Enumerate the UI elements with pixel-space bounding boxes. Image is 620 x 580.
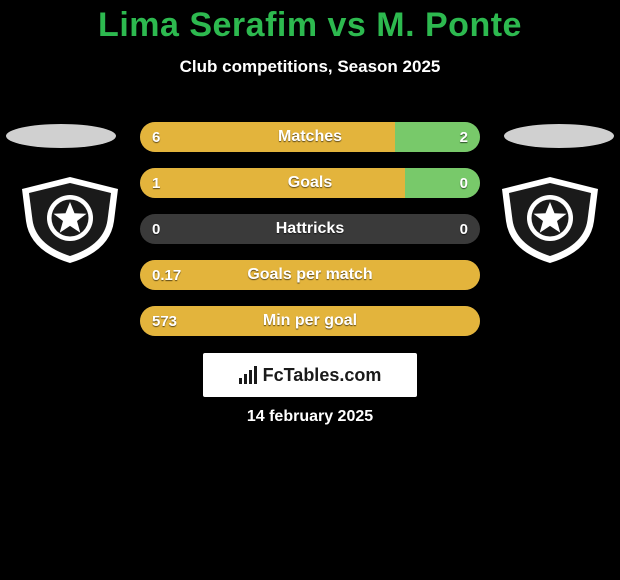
stat-row: 62Matches bbox=[140, 122, 480, 152]
stat-row: 573Min per goal bbox=[140, 306, 480, 336]
player-placeholder-left bbox=[6, 124, 116, 148]
stat-label: Goals per match bbox=[140, 260, 480, 290]
stat-label: Min per goal bbox=[140, 306, 480, 336]
stat-row: 10Goals bbox=[140, 168, 480, 198]
stat-label: Goals bbox=[140, 168, 480, 198]
club-shield-right bbox=[500, 177, 600, 263]
stat-label: Matches bbox=[140, 122, 480, 152]
comparison-bars: 62Matches 10Goals 00Hattricks 0.17Goals per… bbox=[140, 122, 480, 352]
footer-date: 14 february 2025 bbox=[0, 408, 620, 426]
stat-row: 00Hattricks bbox=[140, 214, 480, 244]
branding-box: FcTables.com bbox=[203, 353, 417, 397]
bar-chart-icon bbox=[239, 366, 257, 384]
stat-row: 0.17Goals per match bbox=[140, 260, 480, 290]
branding-text: FcTables.com bbox=[263, 365, 382, 386]
club-shield-left bbox=[20, 177, 120, 263]
stat-label: Hattricks bbox=[140, 214, 480, 244]
page-subtitle: Club competitions, Season 2025 bbox=[0, 57, 620, 77]
page-title: Lima Serafim vs M. Ponte bbox=[0, 0, 620, 45]
player-placeholder-right bbox=[504, 124, 614, 148]
